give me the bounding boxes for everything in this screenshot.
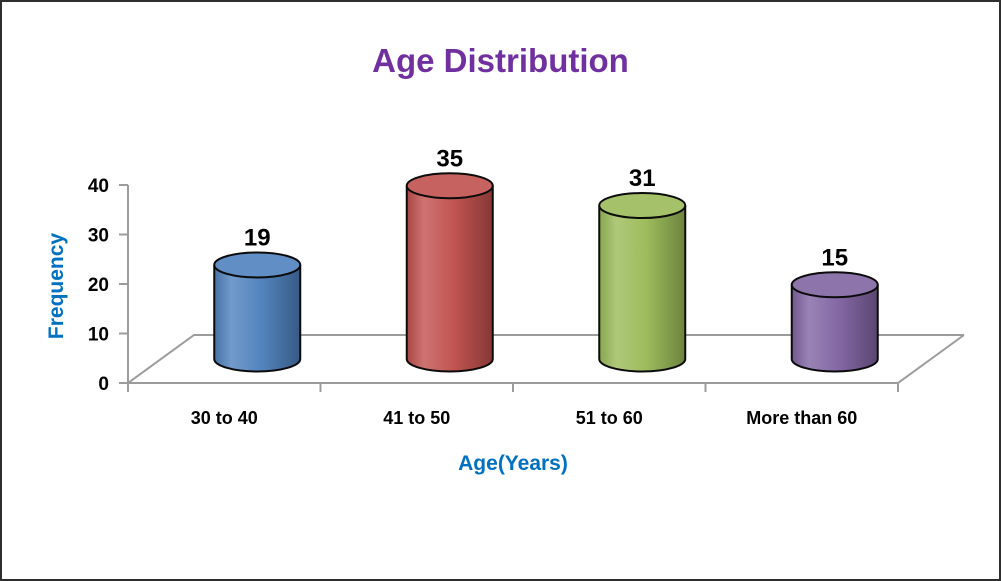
y-tick-label: 40 <box>88 176 109 197</box>
x-category-label: 41 to 50 <box>383 408 450 428</box>
x-category-label: 30 to 40 <box>191 408 258 428</box>
chart-title: Age Distribution <box>372 42 629 79</box>
y-tick-label: 20 <box>88 275 109 296</box>
x-axis-title: Age(Years) <box>458 452 568 475</box>
y-tick-label: 10 <box>88 325 109 346</box>
cylinder-bar: 31 <box>598 165 687 373</box>
cylinder-top <box>213 251 302 279</box>
y-axis-line <box>119 184 129 384</box>
data-label: 15 <box>821 244 848 271</box>
cylinder-bar: 35 <box>405 145 494 373</box>
cylinder-body <box>790 284 879 373</box>
cylinder-body <box>598 205 687 373</box>
x-category-label: 51 to 60 <box>576 408 643 428</box>
cylinder-bar: 19 <box>213 224 302 373</box>
data-label: 31 <box>629 165 656 192</box>
cylinder-bar: 15 <box>790 244 879 373</box>
y-tick-label: 0 <box>98 374 109 395</box>
data-label: 35 <box>436 145 463 172</box>
cylinder-top <box>405 172 494 200</box>
x-axis-ticks <box>127 383 899 392</box>
cylinder-top <box>598 192 687 220</box>
data-label: 19 <box>244 224 271 251</box>
cylinder-body <box>213 264 302 373</box>
x-category-label: More than 60 <box>746 408 857 428</box>
y-tick-label: 30 <box>88 226 109 247</box>
cylinder-body <box>405 185 494 373</box>
cylinder-top <box>790 271 879 299</box>
